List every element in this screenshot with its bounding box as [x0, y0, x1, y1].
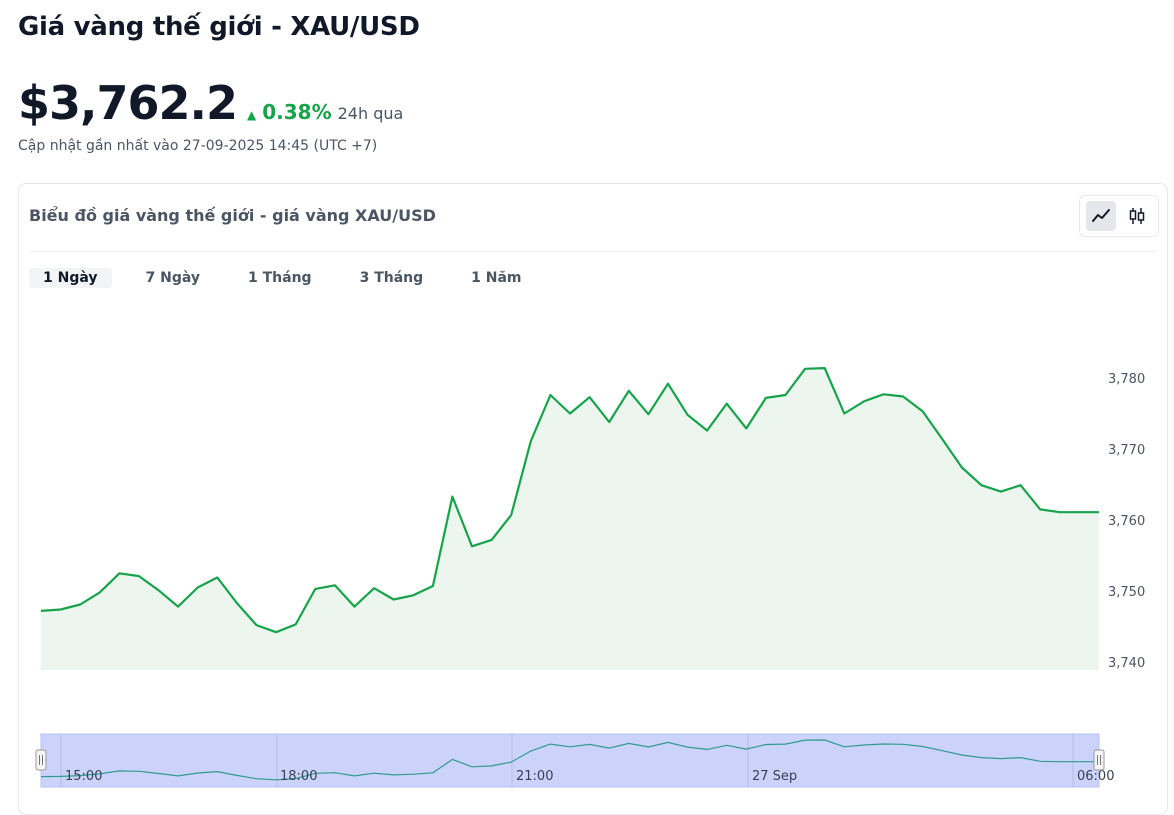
price-area — [41, 368, 1099, 670]
chart-card-title: Biểu đồ giá vàng thế giới - giá vàng XAU… — [29, 206, 436, 225]
y-tick-label: 3,750 — [1108, 585, 1145, 600]
handle-body[interactable] — [35, 749, 47, 771]
arrow-up-icon: ▲ — [247, 108, 257, 122]
tab-3-months[interactable]: 3 Tháng — [359, 270, 424, 286]
navigator-label: 15:00 — [65, 769, 102, 784]
change-period: 24h qua — [337, 104, 404, 123]
price-row: $3,762.2 ▲ 0.38% 24h qua — [18, 80, 403, 126]
price-line — [40, 367, 1099, 634]
navigator-handle-right[interactable] — [1093, 749, 1105, 771]
handle-body[interactable] — [1093, 749, 1105, 771]
tab-7-days[interactable]: 7 Ngày — [145, 270, 201, 286]
range-tabs: 1 Ngày 7 Ngày 1 Tháng 3 Tháng 1 Năm — [29, 268, 536, 288]
current-price: $3,762.2 — [18, 76, 238, 130]
card-divider — [29, 251, 1157, 252]
line-chart-icon — [1092, 209, 1110, 222]
page-title: Giá vàng thế giới - XAU/USD — [18, 12, 420, 42]
navigator-label: 21:00 — [516, 769, 553, 784]
tab-1-day[interactable]: 1 Ngày — [29, 268, 112, 288]
y-tick-label: 3,740 — [1108, 656, 1145, 671]
y-tick-label: 3,770 — [1108, 443, 1145, 458]
tab-1-year[interactable]: 1 Năm — [471, 270, 522, 286]
candlestick-icon — [1129, 208, 1145, 224]
chart-type-toggle — [1079, 195, 1159, 237]
last-updated: Cập nhật gần nhất vào 27-09-2025 14:45 (… — [18, 138, 378, 154]
y-tick-label: 3,780 — [1108, 372, 1145, 387]
navigator-handle-left[interactable] — [35, 749, 47, 771]
navigator-label: 18:00 — [280, 769, 317, 784]
navigator-label: 27 Sep — [752, 769, 797, 784]
change-percent: 0.38% — [262, 100, 332, 124]
tab-1-month[interactable]: 1 Tháng — [248, 270, 312, 286]
price-change: ▲ 0.38% 24h qua — [247, 100, 403, 124]
y-tick-label: 3,760 — [1108, 514, 1145, 529]
navigator-window — [40, 733, 1100, 788]
line-chart-button[interactable] — [1086, 201, 1116, 231]
navigator-line — [40, 739, 1099, 781]
navigator-label: 06:00 — [1077, 769, 1114, 784]
candlestick-button[interactable] — [1122, 201, 1152, 231]
